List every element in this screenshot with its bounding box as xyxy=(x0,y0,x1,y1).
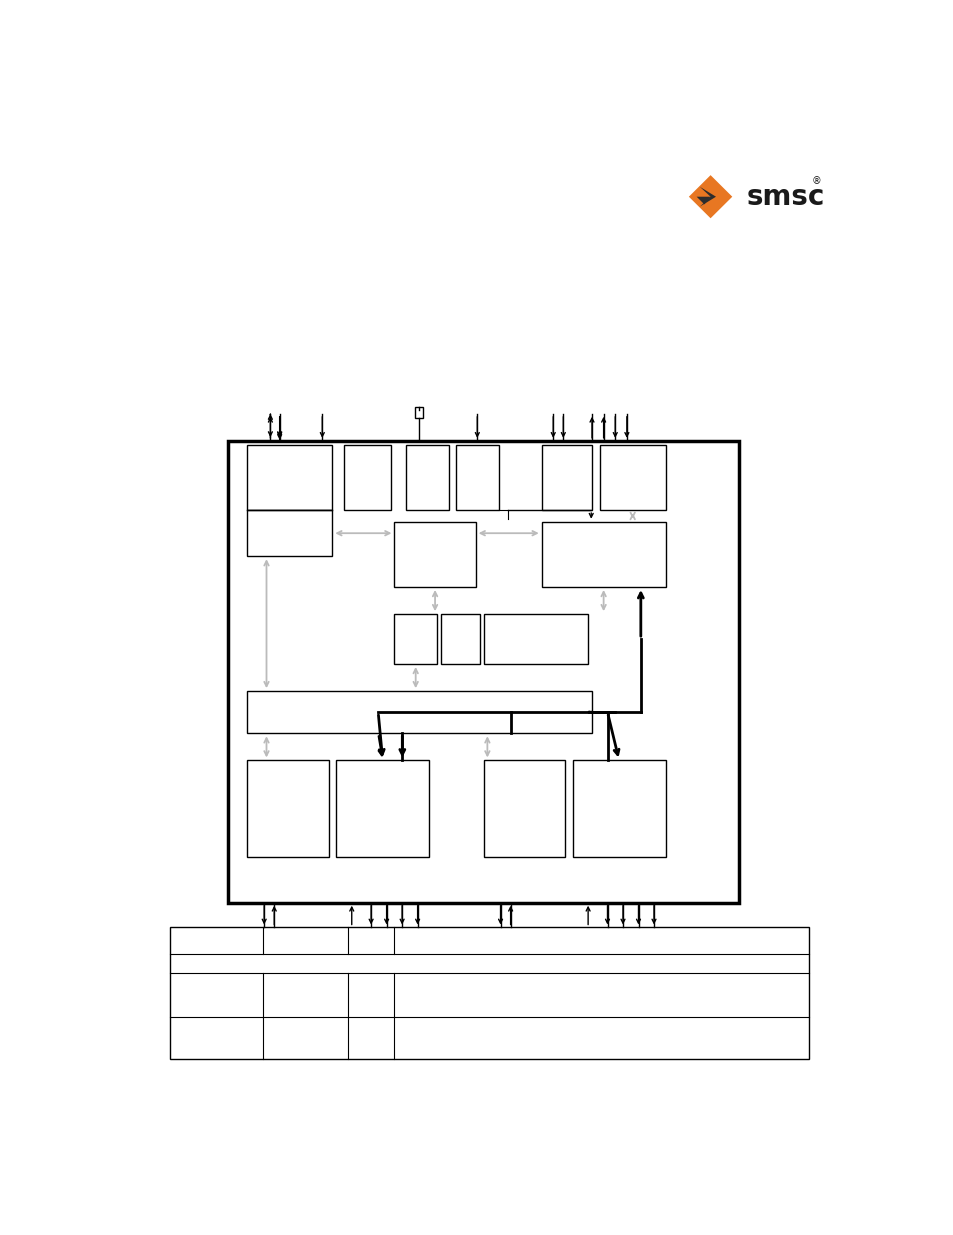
Bar xyxy=(394,614,436,664)
Bar xyxy=(541,521,665,587)
Text: smsc: smsc xyxy=(746,183,824,211)
Bar xyxy=(344,445,390,510)
Bar xyxy=(247,510,332,556)
Bar xyxy=(440,614,479,664)
Bar xyxy=(456,445,498,510)
Bar xyxy=(541,445,592,510)
Text: ®: ® xyxy=(810,177,821,186)
Bar xyxy=(415,406,422,417)
Bar xyxy=(335,761,429,857)
Polygon shape xyxy=(688,175,732,219)
Bar xyxy=(247,445,332,510)
Bar xyxy=(599,445,665,510)
Bar xyxy=(247,692,592,734)
Bar xyxy=(483,614,587,664)
Bar xyxy=(572,761,665,857)
Bar xyxy=(228,441,739,903)
Polygon shape xyxy=(699,186,716,206)
Bar xyxy=(394,521,476,587)
Bar xyxy=(483,761,564,857)
Bar xyxy=(406,445,448,510)
Bar xyxy=(170,926,808,1060)
Polygon shape xyxy=(696,196,710,205)
Bar xyxy=(247,761,328,857)
